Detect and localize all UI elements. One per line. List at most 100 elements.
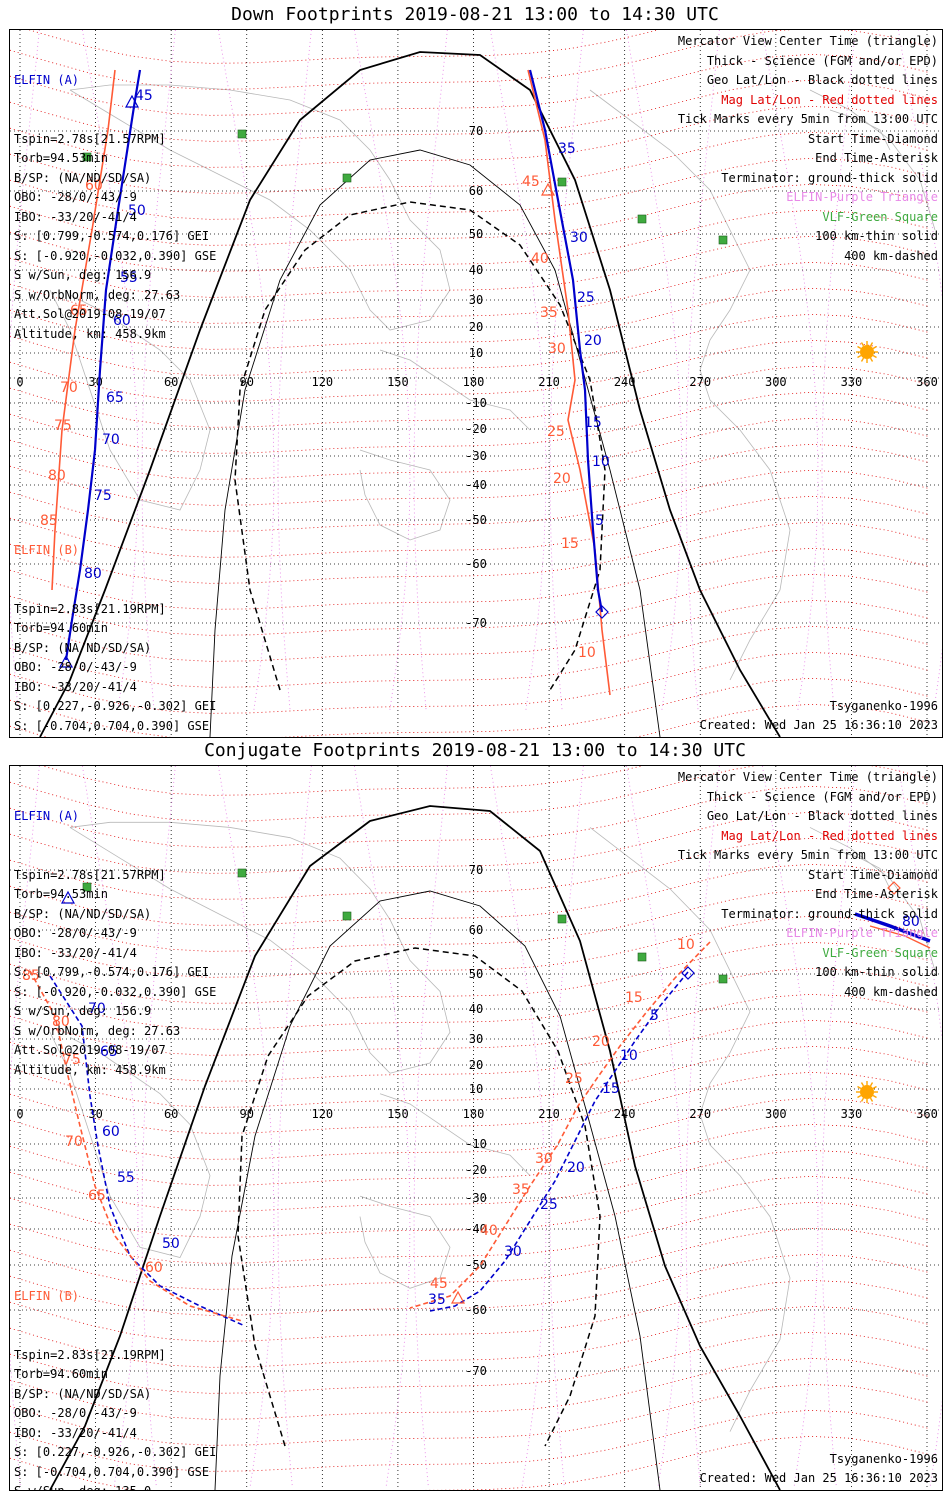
elfin-b-lines: Tspin=2.83s[21.19RPM] Torb=94.60min B/SP: … [14,600,216,733]
track-tick-label: 65 [106,390,124,406]
mag-parallel [10,1097,931,1160]
coastline [809,89,936,231]
mag-parallel [10,1201,931,1264]
legend-entry: End Time-Asterisk [815,887,938,901]
mag-meridians [10,766,942,1487]
terminator-ground [39,51,781,737]
mag-meridian [141,766,176,1487]
track-tick-label: 10 [592,454,610,470]
legend-entry: 400 km-dashed [844,248,938,263]
track-tick-label: 75 [63,1052,81,1068]
lat-label: 40 [469,1002,483,1016]
lat-label: 30 [469,1032,483,1046]
sun-ray [857,1085,862,1090]
terminator-curves [49,805,781,1490]
track-tick-label: 35 [428,1292,446,1308]
legend-entry: 100 km-thin solid [815,229,938,243]
track-tick-label: 85 [40,513,58,529]
model-label: Tsyganenko-1996 [829,1452,938,1466]
info-line: S: [0.227,-0.926,-0.302] GEI [14,1445,217,1459]
legend-entry: ELFIN-Purple Triangle [786,190,938,204]
mag-parallel [10,339,931,402]
info-line: IBO: -33/20/-41/4 [14,1425,137,1440]
mag-parallel [10,469,931,532]
elfin-b-label: ELFIN (B) [14,543,80,557]
info-line: B/SP: (NA/ND/SD/SA) [14,170,152,185]
info-line: IBO: -33/20/-41/4 [14,945,137,960]
mag-parallel [10,287,931,350]
mag-parallel [10,1435,931,1490]
info-line: S w/Sun, deg: 135.0 [14,1484,152,1491]
lat-label: 70 [469,124,483,138]
lat-label: 50 [469,967,483,981]
lat-label: -20 [465,1163,487,1177]
lat-label: 20 [469,1058,483,1072]
lat-label: 70 [469,863,483,877]
track-tick-label: 15 [584,415,602,431]
mag-parallel [10,131,931,194]
lat-label: -20 [465,422,487,436]
mag-grid [10,30,931,737]
mag-parallel [10,677,931,737]
elfin-a-info: ELFIN (A) Tspin=2.78s[21.57RPM] Torb=94.5… [14,768,216,1077]
start-diamond-icon [595,605,609,619]
track-tick-label: 10 [620,1048,638,1064]
sun-disc [860,345,874,359]
legend-entry: Tick Marks every 5min from 13:00 UTC [677,112,938,126]
elfin-a-label: ELFIN (A) [14,73,80,87]
lat-label: -10 [465,1137,487,1151]
mag-parallel [10,599,931,662]
mag-parallel [10,1175,931,1238]
track-tick-label: 70 [88,1001,106,1017]
sun-ray [860,1082,865,1087]
sun-ray [869,1097,874,1102]
track-tick-label: 5 [650,1008,659,1024]
terminator-400km [234,201,606,691]
mag-parallel [10,495,931,558]
info-line: Altitude, km: 458.9km [14,326,166,341]
sun-ray [872,345,877,350]
mag-parallel [10,183,931,246]
geo-grid [10,30,942,737]
mag-parallel [10,766,931,822]
mag-meridian [685,766,720,1487]
elfin-b-lines: Tspin=2.83s[21.19RPM] Torb=94.60min B/SP: … [14,1346,216,1491]
mag-meridian [217,766,275,1487]
track-tick-label: 40 [531,251,549,267]
track-tick-label: 55 [117,1170,135,1186]
lon-label: 0 [16,375,23,389]
legend-entry: Start Time-Diamond [807,131,938,146]
track-tick-label: 30 [570,230,588,246]
mag-parallel [10,1227,931,1290]
lon-label: 270 [689,375,711,389]
track-tick-label: 10 [677,937,695,953]
mag-parallel [10,863,931,926]
lat-label: 50 [469,227,483,241]
mag-parallel [10,521,931,584]
mag-meridian [277,766,312,1487]
vlf-square-icon [718,974,728,984]
elfin-a-down-track-2 [528,69,604,613]
terminator-ground [49,805,781,1490]
info-line: OBO: -28/0/-43/-9 [14,660,137,674]
vlf-stations [82,129,728,245]
track-tick-label: 70 [65,1134,83,1150]
track-tick-labels: 45 50 55 60 65 70 75 80 35 30 25 20 15 10 5 60 65 70 75 80 8… [40,88,610,661]
mag-meridian [821,30,856,711]
lon-label: 210 [538,1107,560,1121]
track-tick-label: 70 [102,432,120,448]
mag-parallel [10,651,931,714]
track-tick-label: 25 [540,1197,558,1213]
lat-label: 60 [469,923,483,937]
info-line: Torb=94.60min [14,1367,108,1381]
lon-label: 120 [311,1107,333,1121]
vlf-square-icon [637,952,647,962]
vlf-square-icon [237,868,247,878]
elfin-a-label: ELFIN (A) [14,809,80,823]
mag-parallel [10,703,931,737]
terminator-400km [237,947,601,1447]
elfin-b-conj-track-2 [409,941,711,1309]
info-line: Altitude, km: 458.9km [14,1062,166,1077]
mag-meridians [10,30,942,711]
lon-label: 240 [614,375,636,389]
